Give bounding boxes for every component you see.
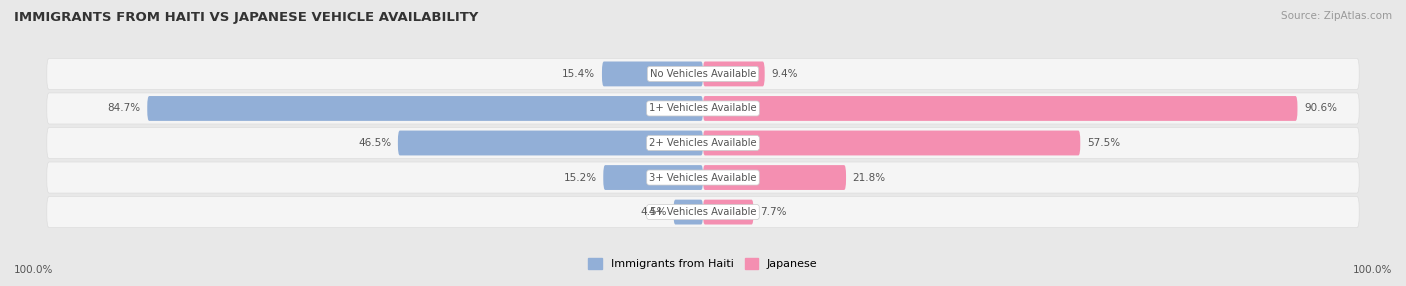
FancyBboxPatch shape — [703, 200, 754, 225]
FancyBboxPatch shape — [703, 131, 1080, 155]
FancyBboxPatch shape — [46, 162, 1360, 193]
Text: 4+ Vehicles Available: 4+ Vehicles Available — [650, 207, 756, 217]
FancyBboxPatch shape — [673, 200, 703, 225]
Text: IMMIGRANTS FROM HAITI VS JAPANESE VEHICLE AVAILABILITY: IMMIGRANTS FROM HAITI VS JAPANESE VEHICL… — [14, 11, 478, 24]
Legend: Immigrants from Haiti, Japanese: Immigrants from Haiti, Japanese — [589, 258, 817, 269]
FancyBboxPatch shape — [703, 96, 1298, 121]
Text: 46.5%: 46.5% — [359, 138, 391, 148]
Text: 1+ Vehicles Available: 1+ Vehicles Available — [650, 104, 756, 114]
Text: No Vehicles Available: No Vehicles Available — [650, 69, 756, 79]
FancyBboxPatch shape — [148, 96, 703, 121]
Text: 84.7%: 84.7% — [108, 104, 141, 114]
Text: 15.4%: 15.4% — [562, 69, 595, 79]
FancyBboxPatch shape — [603, 165, 703, 190]
Text: 57.5%: 57.5% — [1087, 138, 1121, 148]
FancyBboxPatch shape — [46, 93, 1360, 124]
FancyBboxPatch shape — [703, 165, 846, 190]
FancyBboxPatch shape — [46, 128, 1360, 158]
FancyBboxPatch shape — [46, 196, 1360, 228]
FancyBboxPatch shape — [398, 131, 703, 155]
Text: 100.0%: 100.0% — [14, 265, 53, 275]
Text: 21.8%: 21.8% — [852, 172, 886, 182]
Text: 3+ Vehicles Available: 3+ Vehicles Available — [650, 172, 756, 182]
Text: Source: ZipAtlas.com: Source: ZipAtlas.com — [1281, 11, 1392, 21]
Text: 15.2%: 15.2% — [564, 172, 596, 182]
Text: 100.0%: 100.0% — [1353, 265, 1392, 275]
Text: 90.6%: 90.6% — [1303, 104, 1337, 114]
Text: 9.4%: 9.4% — [772, 69, 797, 79]
Text: 2+ Vehicles Available: 2+ Vehicles Available — [650, 138, 756, 148]
Text: 7.7%: 7.7% — [761, 207, 786, 217]
FancyBboxPatch shape — [46, 58, 1360, 90]
FancyBboxPatch shape — [602, 61, 703, 86]
Text: 4.5%: 4.5% — [640, 207, 666, 217]
FancyBboxPatch shape — [703, 61, 765, 86]
